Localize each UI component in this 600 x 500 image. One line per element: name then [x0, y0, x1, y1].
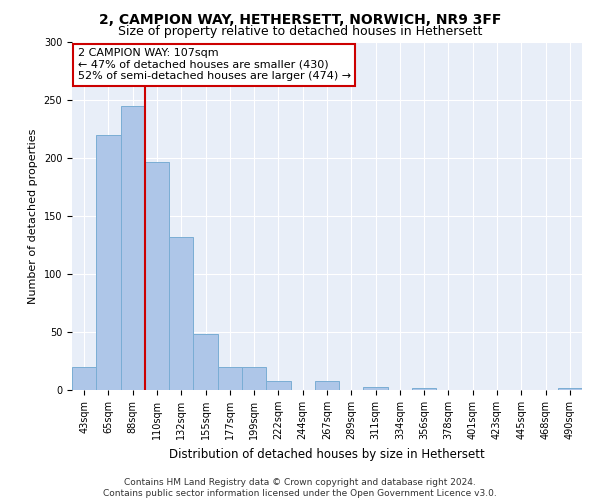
Text: Contains HM Land Registry data © Crown copyright and database right 2024.
Contai: Contains HM Land Registry data © Crown c…: [103, 478, 497, 498]
Bar: [266, 380, 290, 390]
Text: 2 CAMPION WAY: 107sqm
← 47% of detached houses are smaller (430)
52% of semi-det: 2 CAMPION WAY: 107sqm ← 47% of detached …: [77, 48, 350, 82]
Bar: [72, 367, 96, 390]
Bar: [145, 162, 169, 390]
Bar: [193, 334, 218, 390]
Bar: [218, 367, 242, 390]
Bar: [96, 135, 121, 390]
X-axis label: Distribution of detached houses by size in Hethersett: Distribution of detached houses by size …: [169, 448, 485, 460]
Bar: [169, 237, 193, 390]
Bar: [315, 380, 339, 390]
Bar: [242, 367, 266, 390]
Bar: [558, 388, 582, 390]
Bar: [412, 388, 436, 390]
Bar: [121, 106, 145, 390]
Text: Size of property relative to detached houses in Hethersett: Size of property relative to detached ho…: [118, 25, 482, 38]
Bar: [364, 386, 388, 390]
Text: 2, CAMPION WAY, HETHERSETT, NORWICH, NR9 3FF: 2, CAMPION WAY, HETHERSETT, NORWICH, NR9…: [99, 12, 501, 26]
Y-axis label: Number of detached properties: Number of detached properties: [28, 128, 38, 304]
